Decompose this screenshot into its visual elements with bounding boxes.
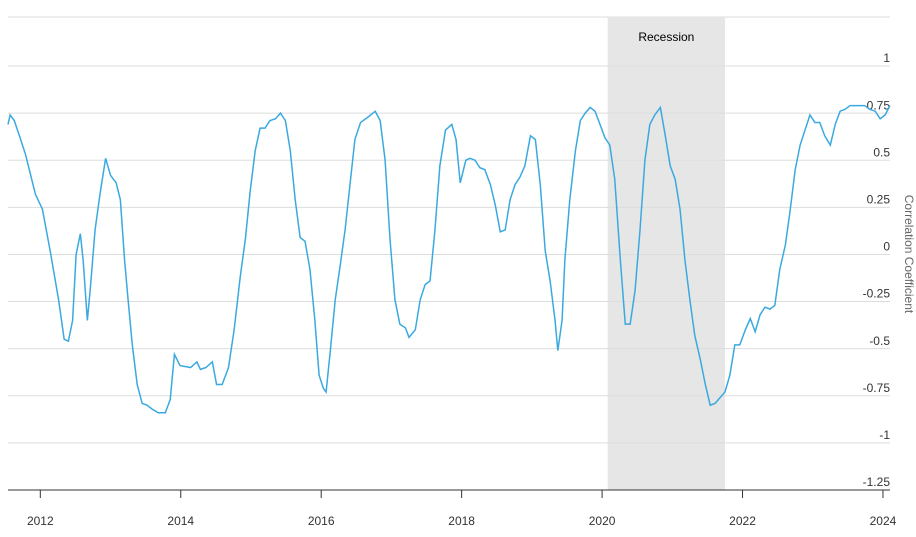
y-tick-label: -1.25 (863, 475, 891, 489)
y-tick-label: 0 (883, 240, 890, 254)
x-tick-label: 2024 (870, 514, 897, 528)
y-tick-label: -0.5 (869, 334, 890, 348)
y-tick-label: 0.25 (867, 193, 891, 207)
x-tick-label: 2012 (27, 514, 54, 528)
y-tick-label: -0.25 (863, 287, 891, 301)
y-tick-label: 0.75 (867, 98, 891, 112)
recession-label: Recession (638, 30, 694, 44)
recession-band (607, 17, 725, 490)
x-tick-label: 2022 (729, 514, 756, 528)
x-tick-label: 2018 (448, 514, 475, 528)
x-tick-label: 2014 (167, 514, 194, 528)
x-tick-label: 2016 (308, 514, 335, 528)
y-axis-title: Correlation Coefficient (902, 195, 916, 314)
x-tick-label: 2020 (589, 514, 616, 528)
y-tick-label: 1 (883, 51, 890, 65)
y-tick-label: -0.75 (863, 381, 891, 395)
y-tick-label: 0.5 (873, 145, 890, 159)
y-tick-label: -1 (879, 428, 890, 442)
data-line (7, 104, 891, 414)
